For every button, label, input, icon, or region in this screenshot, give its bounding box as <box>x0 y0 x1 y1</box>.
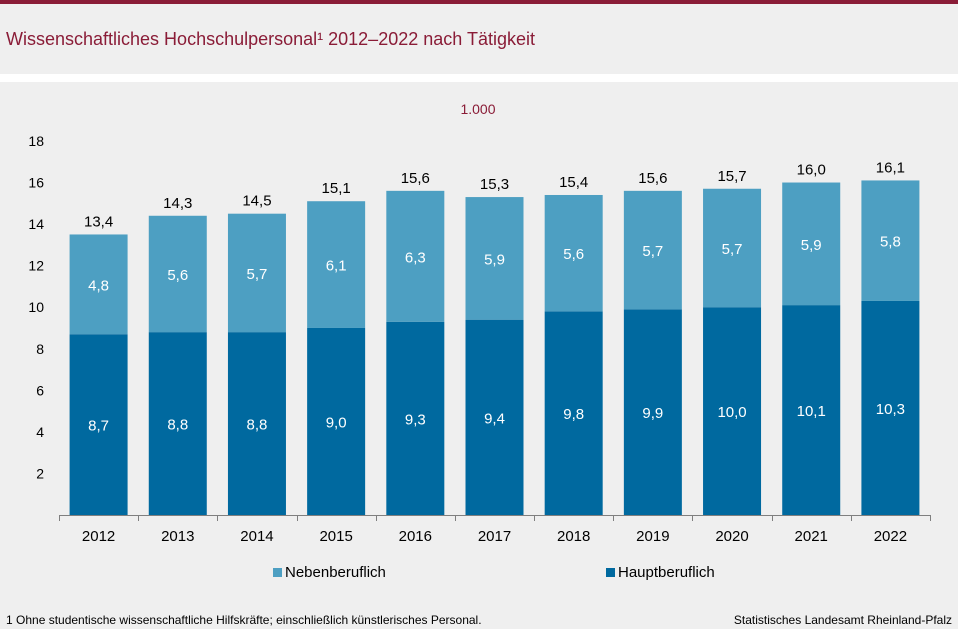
x-tick-label: 2015 <box>319 528 352 545</box>
data-label-hauptberuflich: 8,8 <box>167 417 188 434</box>
bar-hauptberuflich <box>227 332 286 515</box>
x-tick-label: 2017 <box>478 528 511 545</box>
bar-nebenberuflich <box>69 234 128 335</box>
x-tick-label: 2022 <box>874 528 907 545</box>
x-tick-label: 2014 <box>240 528 273 545</box>
total-label: 15,1 <box>322 180 351 197</box>
y-tick-label: 10 <box>28 299 44 315</box>
y-tick-label: 4 <box>36 424 44 440</box>
unit-label: 1.000 <box>460 101 495 117</box>
data-label-nebenberuflich: 5,8 <box>880 234 901 251</box>
data-label-nebenberuflich: 5,9 <box>484 251 505 268</box>
bar-hauptberuflich <box>544 311 603 515</box>
bar-nebenberuflich <box>307 201 366 328</box>
data-label-nebenberuflich: 6,1 <box>326 258 347 275</box>
data-label-hauptberuflich: 10,3 <box>876 401 905 418</box>
data-label-nebenberuflich: 5,6 <box>167 267 188 284</box>
x-tick-label: 2016 <box>399 528 432 545</box>
y-tick-label: 14 <box>28 216 44 232</box>
total-label: 15,6 <box>401 170 430 187</box>
bar-hauptberuflich <box>703 307 762 515</box>
chart-panel: 1.000 2 4 6 8 10 12 14 16 18 8,7 4,8 13,4 2012 8,8 5,6 1… <box>0 82 958 629</box>
total-label: 14,5 <box>242 193 271 210</box>
data-label-nebenberuflich: 4,8 <box>88 277 109 294</box>
bar-hauptberuflich <box>69 334 128 515</box>
bar-hauptberuflich <box>148 332 207 515</box>
total-label: 16,0 <box>797 162 826 179</box>
header-separator <box>0 74 958 82</box>
x-tick-label: 2020 <box>715 528 748 545</box>
legend-label-hauptberuflich: Hauptberuflich <box>618 564 715 581</box>
y-tick-label: 6 <box>36 382 44 398</box>
footnote: 1 Ohne studentische wissenschaftliche Hi… <box>6 613 482 627</box>
data-label-hauptberuflich: 9,3 <box>405 411 426 428</box>
y-tick-label: 18 <box>28 133 44 149</box>
bar-nebenberuflich <box>623 190 682 310</box>
bar-hauptberuflich <box>782 305 841 515</box>
top-accent-bar <box>0 0 958 4</box>
x-tick-label: 2012 <box>82 528 115 545</box>
data-label-hauptberuflich: 9,0 <box>326 414 347 431</box>
total-label: 14,3 <box>163 195 192 212</box>
data-label-hauptberuflich: 9,4 <box>484 410 505 427</box>
legend-label-nebenberuflich: Nebenberuflich <box>285 564 386 581</box>
bar-hauptberuflich <box>386 321 445 515</box>
data-label-nebenberuflich: 5,7 <box>247 266 268 283</box>
stacked-bar-chart: 1.000 2 4 6 8 10 12 14 16 18 8,7 4,8 13,4 2012 8,8 5,6 1… <box>28 101 931 581</box>
data-label-nebenberuflich: 5,7 <box>642 243 663 260</box>
total-label: 13,4 <box>84 213 113 230</box>
data-label-hauptberuflich: 10,0 <box>717 404 746 421</box>
bar-hauptberuflich <box>623 309 682 515</box>
data-label-hauptberuflich: 10,1 <box>797 403 826 420</box>
total-label: 15,4 <box>559 174 588 191</box>
bar-nebenberuflich <box>703 188 762 308</box>
bar-hauptberuflich <box>307 327 366 515</box>
x-tick-label: 2018 <box>557 528 590 545</box>
bar-nebenberuflich <box>227 213 286 333</box>
total-label: 15,7 <box>717 168 746 185</box>
data-label-hauptberuflich: 8,7 <box>88 418 109 435</box>
x-tick-label: 2013 <box>161 528 194 545</box>
data-label-hauptberuflich: 9,8 <box>563 406 584 423</box>
x-tick-label: 2021 <box>795 528 828 545</box>
total-label: 16,1 <box>876 159 905 176</box>
data-label-hauptberuflich: 8,8 <box>247 417 268 434</box>
legend-swatch-hauptberuflich <box>606 568 615 577</box>
bar-nebenberuflich <box>861 180 920 301</box>
y-tick-label: 2 <box>36 465 44 481</box>
total-label: 15,3 <box>480 176 509 193</box>
bar-nebenberuflich <box>386 190 445 322</box>
y-tick-label: 12 <box>28 258 44 274</box>
header: Wissenschaftliches Hochschulpersonal¹ 20… <box>0 4 958 74</box>
data-label-nebenberuflich: 5,9 <box>801 237 822 254</box>
data-label-nebenberuflich: 5,7 <box>722 241 743 258</box>
bar-nebenberuflich <box>465 197 524 320</box>
bar-hauptberuflich <box>861 300 920 515</box>
y-tick-label: 8 <box>36 341 44 357</box>
data-label-nebenberuflich: 6,3 <box>405 249 426 266</box>
y-tick-label: 16 <box>28 175 44 191</box>
bar-hauptberuflich <box>465 319 524 515</box>
total-label: 15,6 <box>638 170 667 187</box>
bar-nebenberuflich <box>148 215 207 333</box>
data-label-hauptberuflich: 9,9 <box>642 405 663 422</box>
bar-nebenberuflich <box>782 182 841 306</box>
bar-nebenberuflich <box>544 194 603 312</box>
x-tick-label: 2019 <box>636 528 669 545</box>
data-label-nebenberuflich: 5,6 <box>563 246 584 263</box>
legend-swatch-nebenberuflich <box>273 568 282 577</box>
chart-title: Wissenschaftliches Hochschulpersonal¹ 20… <box>6 29 535 49</box>
source-credit: Statistisches Landesamt Rheinland-Pfalz <box>733 613 952 627</box>
